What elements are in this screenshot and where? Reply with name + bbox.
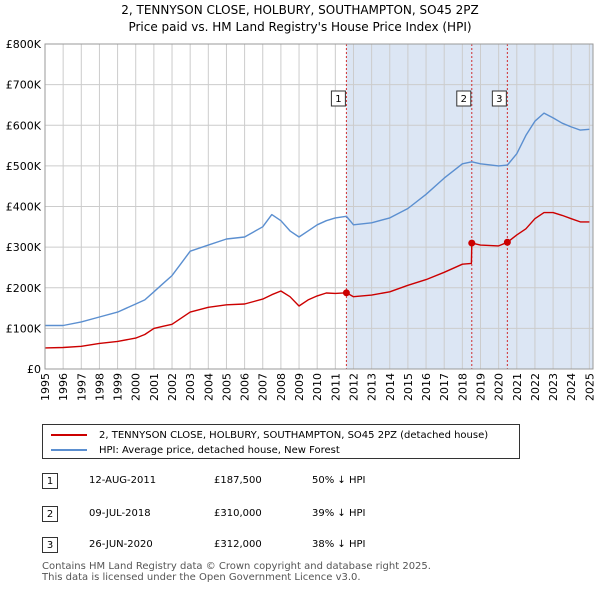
x-tick-label: 2011 <box>329 373 342 401</box>
x-tick-label: 1996 <box>57 373 70 401</box>
price-chart: 1 2 3 £0 £100K £200K £300K £400K £500K £600K £700… <box>6 38 597 401</box>
y-tick-label: £800K <box>6 38 42 51</box>
x-tick-label: 2017 <box>438 373 451 401</box>
sale-price: £312,000 <box>214 539 262 550</box>
y-tick-label: £300K <box>6 241 42 254</box>
x-tick-label: 2001 <box>148 373 161 401</box>
legend-label-hpi: HPI: Average price, detached house, New … <box>99 444 340 456</box>
y-tick-label: £100K <box>6 322 42 335</box>
sale-date: 26-JUN-2020 <box>89 539 153 550</box>
sale-marker-number: 3 <box>496 94 502 105</box>
table-row: 3 26-JUN-2020 £312,000 38% ↓ HPI <box>42 537 462 555</box>
legend-label-property: 2, TENNYSON CLOSE, HOLBURY, SOUTHAMPTON,… <box>99 429 489 441</box>
sale-point <box>342 289 350 297</box>
x-tick-label: 2002 <box>166 373 179 401</box>
x-tick-label: 2003 <box>184 373 197 401</box>
chart-title: 2, TENNYSON CLOSE, HOLBURY, SOUTHAMPTON,… <box>0 2 600 36</box>
y-tick-label: £700K <box>6 79 42 92</box>
chart-title-line2: Price paid vs. HM Land Registry's House … <box>128 20 472 34</box>
sale-hpi-diff: 50% ↓ HPI <box>312 475 366 486</box>
x-tick-label: 2023 <box>547 373 560 401</box>
sale-marker-badge <box>330 90 346 107</box>
legend-swatch-hpi <box>51 449 87 451</box>
x-tick-label: 2009 <box>293 373 306 401</box>
x-tick-label: 2014 <box>384 373 397 401</box>
sale-number-badge: 2 <box>42 506 58 522</box>
chart-title-line1: 2, TENNYSON CLOSE, HOLBURY, SOUTHAMPTON,… <box>121 3 479 17</box>
x-tick-label: 2006 <box>239 373 252 401</box>
legend-swatch-property <box>51 434 87 436</box>
legend: 2, TENNYSON CLOSE, HOLBURY, SOUTHAMPTON,… <box>42 424 520 459</box>
table-row: 2 09-JUL-2018 £310,000 39% ↓ HPI <box>42 506 462 524</box>
sale-marker-badge <box>456 90 472 107</box>
x-tick-label: 2019 <box>474 373 487 401</box>
x-tick-label: 2004 <box>202 373 215 401</box>
sale-price: £187,500 <box>214 475 262 486</box>
x-tick-label: 2021 <box>511 373 524 401</box>
x-tick-label: 2007 <box>257 373 270 401</box>
x-tick-label: 2010 <box>311 373 324 401</box>
y-tick-label: £0 <box>27 363 41 376</box>
sale-number-badge: 3 <box>42 537 58 553</box>
x-tick-label: 2012 <box>347 373 360 401</box>
y-tick-label: £400K <box>6 201 42 214</box>
x-tick-label: 1999 <box>112 373 125 401</box>
sale-marker-number: 1 <box>335 94 341 105</box>
y-tick-label: £600K <box>6 119 42 132</box>
plot-area-border <box>44 43 594 370</box>
x-tick-label: 2022 <box>529 373 542 401</box>
x-tick-label: 1997 <box>75 373 88 401</box>
x-tick-label: 2018 <box>456 373 469 401</box>
table-row: 1 12-AUG-2011 £187,500 50% ↓ HPI <box>42 473 462 491</box>
x-tick-label: 2016 <box>420 373 433 401</box>
x-tick-label: 1998 <box>93 373 106 401</box>
sale-point <box>468 239 476 247</box>
x-tick-label: 1995 <box>39 373 52 401</box>
sale-marker-badge <box>491 90 507 107</box>
x-tick-label: 2005 <box>220 373 233 401</box>
sale-point <box>503 238 511 246</box>
sale-date: 12-AUG-2011 <box>89 475 157 486</box>
x-tick-label: 2020 <box>493 373 506 401</box>
x-tick-label: 2000 <box>130 373 143 401</box>
sale-hpi-diff: 38% ↓ HPI <box>312 539 366 550</box>
sale-hpi-diff: 39% ↓ HPI <box>312 508 366 519</box>
y-tick-label: £500K <box>6 160 42 173</box>
footer: Contains HM Land Registry data © Crown c… <box>42 561 431 583</box>
sale-price: £310,000 <box>214 508 262 519</box>
sale-number-badge: 1 <box>42 473 58 489</box>
x-tick-label: 2013 <box>366 373 379 401</box>
legend-item-hpi: HPI: Average price, detached house, New … <box>51 443 340 457</box>
x-tick-label: 2015 <box>402 373 415 401</box>
series-line-hpi <box>45 112 590 327</box>
legend-item-property: 2, TENNYSON CLOSE, HOLBURY, SOUTHAMPTON,… <box>51 428 488 442</box>
series-line-property <box>44 211 590 349</box>
x-tick-label: 2008 <box>275 373 288 401</box>
x-tick-label: 2025 <box>583 373 596 401</box>
x-tick-label: 2024 <box>565 373 578 401</box>
footer-copyright: Contains HM Land Registry data © Crown c… <box>42 561 431 572</box>
y-tick-label: £200K <box>6 282 42 295</box>
sale-date: 09-JUL-2018 <box>89 508 151 519</box>
footer-licence: This data is licensed under the Open Gov… <box>42 572 361 583</box>
sale-marker-number: 2 <box>461 94 467 105</box>
